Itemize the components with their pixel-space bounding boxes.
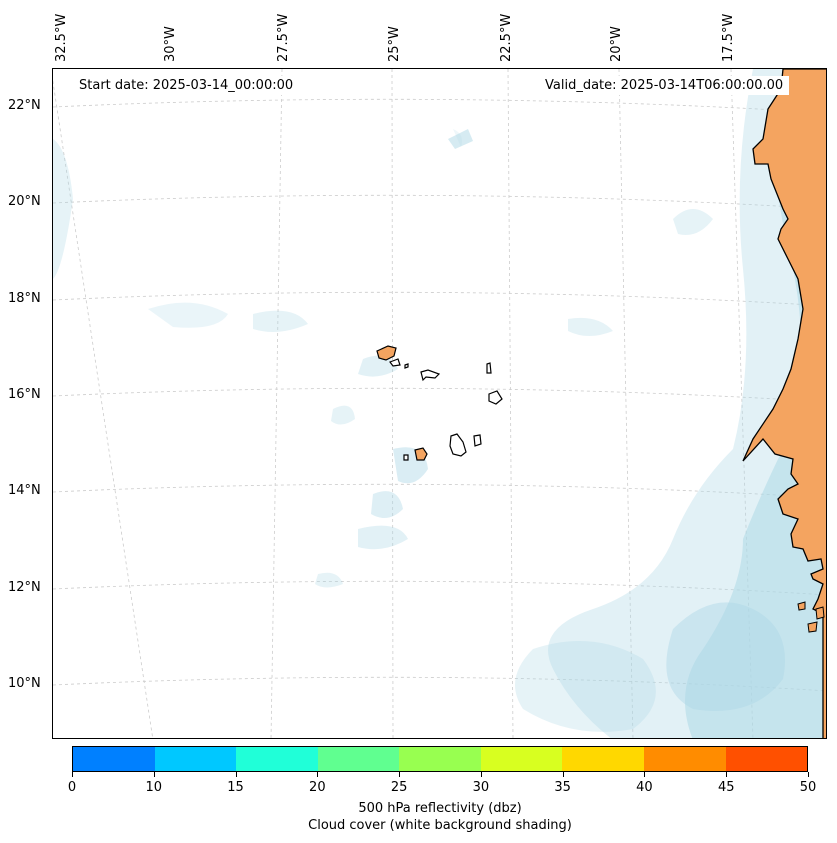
- lon-label-27-5w: 27.5°W: [276, 13, 291, 62]
- meridian-20w: [618, 69, 634, 738]
- lon-label-30w: 30°W: [163, 26, 178, 62]
- africa-land: [742, 69, 826, 738]
- colorbar-tick-mark: [480, 772, 482, 777]
- colorbar-tick-mark: [644, 772, 646, 777]
- colorbar-tick-mark: [399, 772, 401, 777]
- colorbar-label-cloud-cover: Cloud cover (white background shading): [308, 818, 572, 833]
- colorbar-tick-mark: [72, 772, 73, 777]
- bijagos-island-3: [797, 601, 806, 611]
- cape-verde-islands: [376, 345, 503, 461]
- colorbar-segment-1: [154, 747, 237, 771]
- colorbar-tick-label: 15: [227, 780, 244, 795]
- colorbar-tick-label: 35: [554, 780, 571, 795]
- island-maio: [473, 434, 482, 447]
- colorbar-tick-label: 20: [309, 780, 326, 795]
- colorbar-tick-mark: [153, 772, 155, 777]
- colorbar-segment-6: [562, 747, 644, 771]
- island-fogo: [414, 447, 428, 461]
- colorbar-tick-mark: [726, 772, 728, 777]
- cloud-cover-shading: [53, 69, 826, 738]
- meridian-30w: [53, 79, 154, 738]
- island-sao-vicente: [389, 358, 401, 367]
- lat-label-12n: 12°N: [8, 580, 41, 595]
- parallel-20n: [53, 194, 826, 210]
- bijagos-island-2: [807, 621, 818, 633]
- island-sao-nicolau: [420, 369, 441, 382]
- reflectivity-colorbar: [72, 746, 808, 772]
- meridian-22-5w: [507, 69, 514, 738]
- island-brava: [403, 454, 409, 461]
- meridian-27-5w: [270, 69, 283, 738]
- colorbar-segment-5: [480, 747, 563, 771]
- lon-label-20w: 20°W: [609, 26, 624, 62]
- lat-label-16n: 16°N: [8, 387, 41, 402]
- colorbar-tick-label: 40: [636, 780, 653, 795]
- lon-label-25w: 25°W: [387, 26, 402, 62]
- colorbar-label-reflectivity: 500 hPa reflectivity (dbz): [358, 801, 522, 816]
- map-plot-area: [52, 68, 827, 739]
- colorbar-segment-3: [317, 747, 400, 771]
- island-santa-luzia: [404, 363, 409, 369]
- lat-label-22n: 22°N: [8, 98, 41, 113]
- meridian-25w: [391, 69, 394, 738]
- start-date-label: Start date: 2025-03-14_00:00:00: [73, 76, 300, 95]
- colorbar-tick-mark: [317, 772, 319, 777]
- colorbar-tick-label: 45: [717, 780, 735, 795]
- parallel-22n: [53, 98, 826, 114]
- lat-label-14n: 14°N: [8, 483, 41, 498]
- parallel-16n: [53, 387, 826, 403]
- colorbar-tick-mark: [235, 772, 237, 777]
- lat-label-10n: 10°N: [8, 676, 41, 691]
- colorbar-segment-0: [73, 747, 155, 771]
- island-boa-vista: [488, 390, 503, 405]
- island-sal: [486, 362, 492, 374]
- lon-label-22-5w: 22.5°W: [499, 13, 514, 62]
- colorbar-tick-label: 30: [472, 780, 490, 795]
- colorbar-segment-7: [643, 747, 726, 771]
- colorbar-tick-label: 25: [390, 780, 408, 795]
- colorbar-segment-2: [236, 747, 318, 771]
- colorbar-segment-8: [725, 747, 808, 771]
- island-santiago: [449, 433, 467, 457]
- bijagos-island-1: [815, 606, 825, 620]
- colorbar-tick-mark: [562, 772, 564, 777]
- colorbar-tick-label: 50: [799, 780, 817, 795]
- lat-label-20n: 20°N: [8, 194, 41, 209]
- colorbar-tick-label: 0: [67, 780, 77, 795]
- lon-label-32-5w: 32.5°W: [54, 13, 69, 62]
- colorbar-tick-mark: [808, 772, 809, 777]
- island-santo-antao: [376, 345, 397, 361]
- colorbar-segment-4: [399, 747, 481, 771]
- valid-date-label: Valid_date: 2025-03-14T06:00:00.00: [539, 76, 790, 95]
- lon-label-17-5w: 17.5°W: [721, 13, 736, 62]
- lat-label-18n: 18°N: [8, 291, 41, 306]
- colorbar-tick-label: 10: [145, 780, 163, 795]
